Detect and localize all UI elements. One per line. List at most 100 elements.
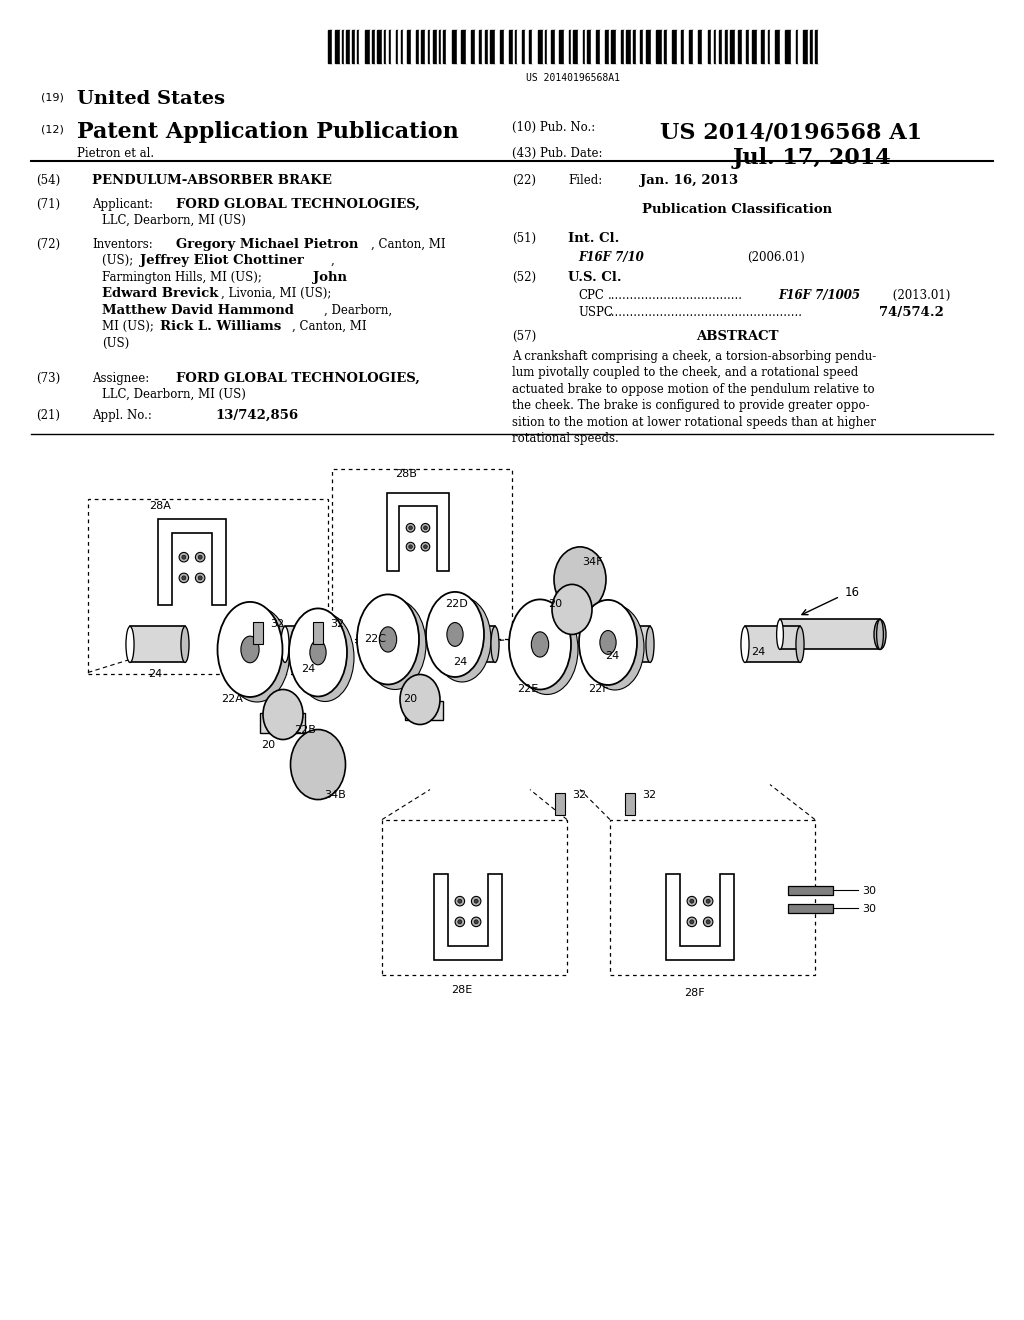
Ellipse shape <box>241 636 259 663</box>
Bar <box>389 30 391 63</box>
Bar <box>446 30 452 63</box>
Bar <box>714 30 716 63</box>
Text: 74/574.2: 74/574.2 <box>879 306 943 319</box>
Circle shape <box>409 545 413 549</box>
Bar <box>605 30 609 63</box>
Circle shape <box>687 917 696 927</box>
Bar <box>722 30 725 63</box>
Text: FORD GLOBAL TECHNOLOGIES,: FORD GLOBAL TECHNOLOGIES, <box>176 198 420 211</box>
Bar <box>558 606 596 624</box>
Text: ,: , <box>331 253 335 267</box>
Bar <box>551 30 555 63</box>
Text: (51): (51) <box>512 232 537 246</box>
Bar <box>377 30 382 63</box>
Text: 22C: 22C <box>364 635 386 644</box>
Bar <box>633 30 636 63</box>
Ellipse shape <box>217 602 283 697</box>
Text: MI (US);: MI (US); <box>102 319 158 333</box>
Text: United States: United States <box>77 90 225 108</box>
Polygon shape <box>387 494 449 572</box>
Text: ....................................................: ........................................… <box>608 306 803 319</box>
Bar <box>391 30 396 63</box>
Bar <box>564 30 569 63</box>
Text: F16F 7/1005: F16F 7/1005 <box>778 289 860 302</box>
Ellipse shape <box>379 627 396 652</box>
Bar <box>344 30 346 63</box>
Bar <box>788 904 833 912</box>
Circle shape <box>421 543 430 550</box>
Bar <box>398 30 401 63</box>
Text: FORD GLOBAL TECHNOLOGIES,: FORD GLOBAL TECHNOLOGIES, <box>176 372 420 385</box>
Bar <box>471 30 475 63</box>
Ellipse shape <box>490 627 499 663</box>
Bar <box>419 30 421 63</box>
Bar <box>770 30 775 63</box>
Bar <box>335 30 340 63</box>
Ellipse shape <box>531 632 549 657</box>
Text: 24: 24 <box>301 664 315 675</box>
Circle shape <box>409 525 413 529</box>
Bar <box>555 30 559 63</box>
Ellipse shape <box>591 627 599 663</box>
Bar <box>443 30 446 63</box>
Bar <box>569 30 571 63</box>
Bar <box>559 30 564 63</box>
Text: , Canton, MI: , Canton, MI <box>371 238 445 251</box>
Circle shape <box>196 552 205 562</box>
Bar <box>382 820 567 974</box>
Circle shape <box>455 917 465 927</box>
Bar <box>591 30 596 63</box>
Bar <box>357 30 359 63</box>
Text: LLC, Dearborn, MI (US): LLC, Dearborn, MI (US) <box>102 214 247 227</box>
Text: actuated brake to oppose motion of the pendulum relative to: actuated brake to oppose motion of the p… <box>512 383 874 396</box>
Circle shape <box>687 896 696 906</box>
Ellipse shape <box>874 619 886 649</box>
Bar <box>621 30 624 63</box>
Bar <box>761 30 765 63</box>
Text: (52): (52) <box>512 271 537 284</box>
Text: (43) Pub. Date:: (43) Pub. Date: <box>512 147 602 160</box>
Text: John: John <box>313 271 347 284</box>
Bar <box>425 30 428 63</box>
Ellipse shape <box>586 605 644 690</box>
Bar <box>342 30 344 63</box>
Bar <box>532 30 538 63</box>
Bar <box>475 30 479 63</box>
Text: 32: 32 <box>270 619 284 630</box>
Bar <box>88 499 328 675</box>
Bar <box>791 30 796 63</box>
Text: (2013.01): (2013.01) <box>889 289 950 302</box>
Ellipse shape <box>400 675 440 725</box>
Text: 24: 24 <box>605 652 620 661</box>
Bar <box>719 30 722 63</box>
Bar <box>636 30 640 63</box>
Circle shape <box>179 552 188 562</box>
Bar <box>684 30 689 63</box>
Bar <box>595 627 650 663</box>
Text: Publication Classification: Publication Classification <box>642 203 833 216</box>
Text: Gregory Michael Pietron: Gregory Michael Pietron <box>176 238 358 251</box>
Text: 22B: 22B <box>294 725 316 734</box>
Bar <box>609 30 611 63</box>
Bar <box>538 30 543 63</box>
Bar <box>457 30 461 63</box>
Bar <box>631 30 633 63</box>
Bar <box>749 30 752 63</box>
Ellipse shape <box>796 627 804 663</box>
Bar <box>693 30 698 63</box>
Bar <box>485 30 488 63</box>
Text: CPC: CPC <box>579 289 604 302</box>
Bar <box>689 30 693 63</box>
Text: (19): (19) <box>41 92 63 103</box>
Bar <box>382 30 384 63</box>
Text: sition to the motion at lower rotational speeds than at higher: sition to the motion at lower rotational… <box>512 416 876 429</box>
Bar <box>350 30 352 63</box>
Text: Appl. No.:: Appl. No.: <box>92 409 152 422</box>
Bar <box>433 30 437 63</box>
Bar <box>403 30 407 63</box>
Bar <box>547 30 551 63</box>
Bar <box>332 470 512 639</box>
Bar <box>656 30 662 63</box>
Text: 20: 20 <box>261 739 275 750</box>
Ellipse shape <box>646 627 654 663</box>
